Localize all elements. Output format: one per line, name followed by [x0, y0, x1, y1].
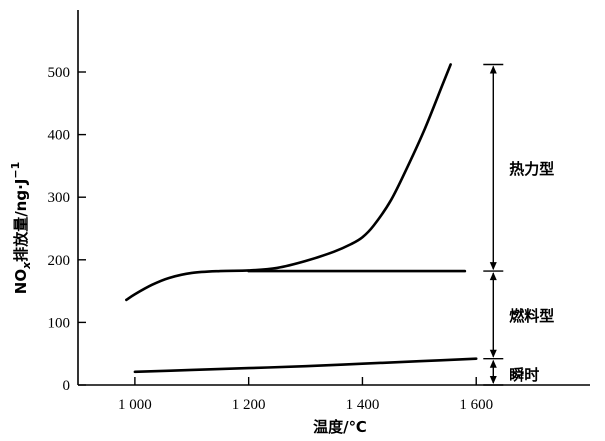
bracket-arrow-up — [489, 272, 497, 281]
y-axis-ticks: 0 100 200 300 400 500 — [48, 65, 86, 394]
series-line-prompt — [133, 357, 478, 374]
bracket-arrow-down — [489, 376, 497, 384]
series-line-total — [125, 63, 452, 302]
y-tick-label: 0 — [63, 378, 71, 394]
series-group — [125, 63, 478, 374]
bracket-arrow-down — [489, 262, 497, 271]
x-tick-label: 1 600 — [459, 397, 493, 413]
band-label: 燃料型 — [509, 307, 554, 325]
bracket-arrow-up — [489, 65, 497, 74]
x-tick-label: 1 000 — [118, 397, 152, 413]
x-axis-ticks: 1 000 1 200 1 400 1 600 — [118, 377, 493, 413]
bracket-arrow-up — [489, 359, 497, 368]
y-tick-label: 100 — [48, 315, 71, 331]
band-label: 热力型 — [509, 160, 554, 178]
bracket-arrow-down — [489, 349, 497, 358]
band-label: 瞬时 — [509, 366, 539, 384]
y-tick-label: 200 — [48, 253, 71, 269]
y-tick-label: 300 — [48, 190, 71, 206]
y-tick-label: 500 — [48, 65, 71, 81]
x-axis-label: 温度/℃ — [313, 418, 367, 436]
x-tick-label: 1 200 — [232, 397, 266, 413]
y-tick-label: 400 — [48, 128, 71, 144]
y-axis-label: NOx排放量/ng·J−1 — [9, 162, 33, 294]
x-tick-label: 1 400 — [346, 397, 380, 413]
